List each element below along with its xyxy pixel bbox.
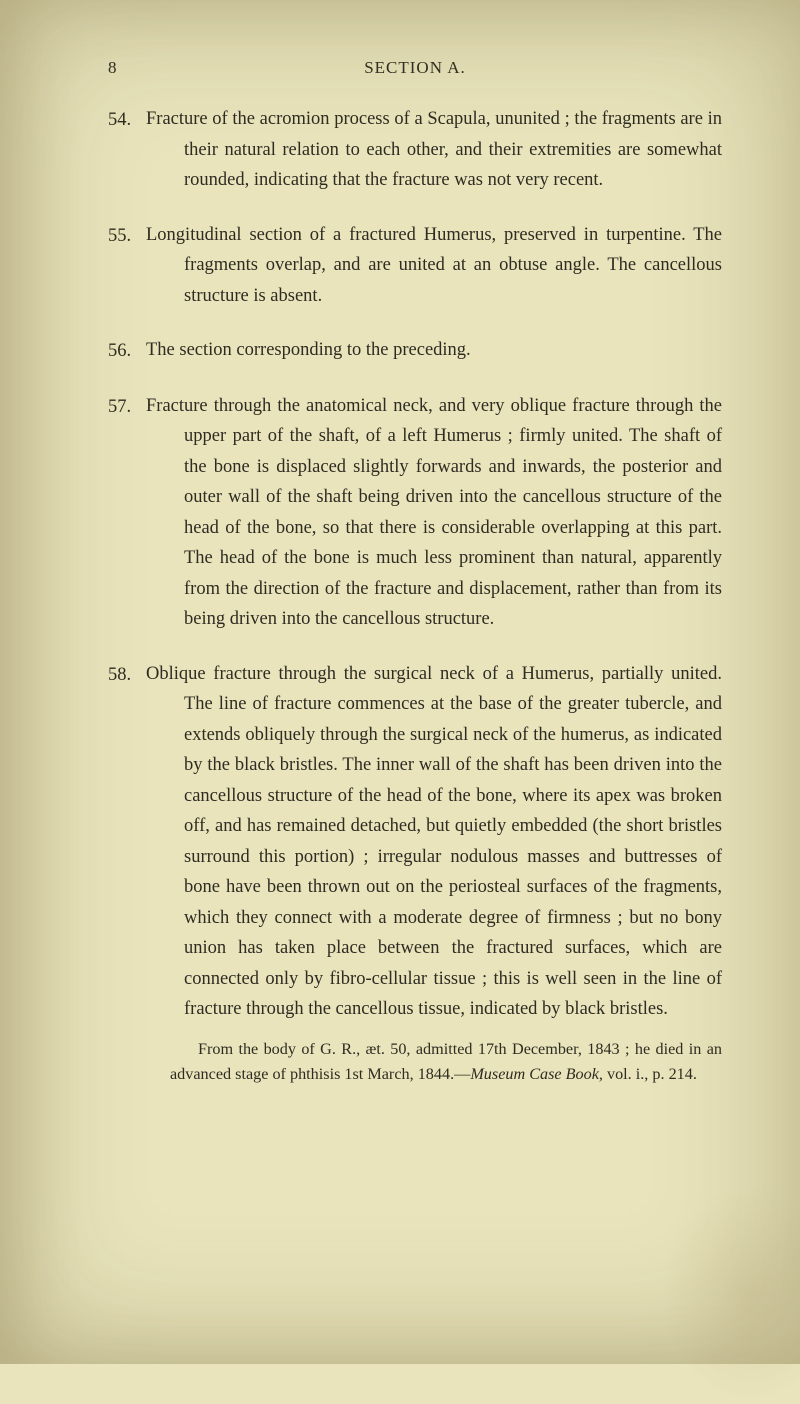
entry-number: 54.: [108, 104, 146, 196]
provenance-tail: vol. i., p. 214.: [603, 1065, 697, 1083]
running-header: 8 SECTION A.: [108, 58, 722, 78]
page-container: 8 SECTION A. 54. Fracture of the acromio…: [0, 0, 800, 1137]
entry-number: 57.: [108, 391, 146, 635]
entry-text: The section corresponding to the precedi…: [146, 335, 722, 367]
page-stain: [660, 1184, 800, 1404]
entry-number: 56.: [108, 335, 146, 367]
catalog-entry: 57. Fracture through the anatomical neck…: [108, 391, 722, 635]
catalog-entry: 54. Fracture of the acromion process of …: [108, 104, 722, 196]
page-number: 8: [108, 58, 132, 78]
entry-number: 55.: [108, 220, 146, 312]
catalog-entry: 56. The section corresponding to the pre…: [108, 335, 722, 367]
entry-text: Fracture of the acromion process of a Sc…: [146, 104, 722, 196]
catalog-entry: 55. Longitudinal section of a fractured …: [108, 220, 722, 312]
catalog-entry: 58. Oblique fracture through the surgica…: [108, 659, 722, 1025]
entry-text: Fracture through the anatomical neck, an…: [146, 391, 722, 635]
section-title: SECTION A.: [132, 58, 722, 78]
entry-text: Oblique fracture through the surgical ne…: [146, 659, 722, 1025]
entry-number: 58.: [108, 659, 146, 1025]
provenance-note: From the body of G. R., æt. 50, admitted…: [108, 1037, 722, 1087]
provenance-italic: Museum Case Book,: [470, 1065, 603, 1083]
entry-text: Longitudinal section of a fractured Hume…: [146, 220, 722, 312]
